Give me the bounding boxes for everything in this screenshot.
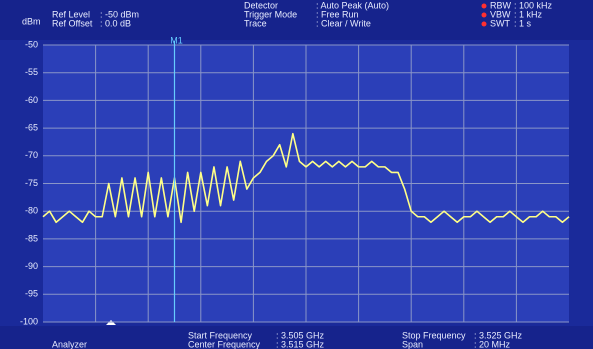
setting-label: Span <box>402 339 423 349</box>
y-tick-label: -80 <box>25 206 38 216</box>
setting-label: RBW <box>490 0 512 10</box>
trace <box>42 132 570 224</box>
setting-value: : Clear / Write <box>316 18 371 28</box>
y-tick-label: -95 <box>25 289 38 299</box>
y-tick-label: -60 <box>25 95 38 105</box>
setting-label: Ref Level <box>52 9 90 19</box>
setting-value: : -50 dBm <box>100 9 139 19</box>
setting-label: Stop Frequency <box>402 330 466 340</box>
setting-value: : Auto Peak (Auto) <box>316 0 389 10</box>
setting-value: : 20 MHz <box>474 339 511 349</box>
y-tick-label: -50 <box>25 39 38 49</box>
footer-bar <box>0 326 593 349</box>
setting-value: : 3.505 GHz <box>276 330 325 340</box>
setting-label: Trigger Mode <box>244 9 297 19</box>
y-tick-label: -70 <box>25 150 38 160</box>
y-tick-label: -55 <box>25 67 38 77</box>
setting-label: Start Frequency <box>188 330 253 340</box>
setting-label: SWT <box>490 18 510 28</box>
setting-value: : 1 s <box>514 18 532 28</box>
setting-value: : Free Run <box>316 9 359 19</box>
setting-value: : 1 kHz <box>514 9 543 19</box>
y-tick-label: -90 <box>25 261 38 271</box>
status-dot <box>481 12 487 18</box>
setting-value: : 3.515 GHz <box>276 339 325 349</box>
setting-label: Trace <box>244 18 267 28</box>
y-tick-label: -85 <box>25 233 38 243</box>
status-dot <box>481 3 487 9</box>
setting-label: Center Frequency <box>188 339 261 349</box>
setting-label: VBW <box>490 9 511 19</box>
status-dot <box>481 21 487 27</box>
setting-value: : 3.525 GHz <box>474 330 523 340</box>
header-bar <box>0 0 593 40</box>
y-tick-label: -75 <box>25 178 38 188</box>
setting-value: : 0.0 dB <box>100 18 131 28</box>
y-tick-label: -100 <box>20 316 38 326</box>
setting-label: Ref Offset <box>52 18 93 28</box>
setting-value: : 100 kHz <box>514 0 553 10</box>
marker-label: M1 <box>170 35 183 45</box>
mode-label: Analyzer <box>52 339 87 349</box>
y-tick-label: -65 <box>25 122 38 132</box>
setting-label: Detector <box>244 0 278 10</box>
unit-label: dBm <box>22 16 41 26</box>
